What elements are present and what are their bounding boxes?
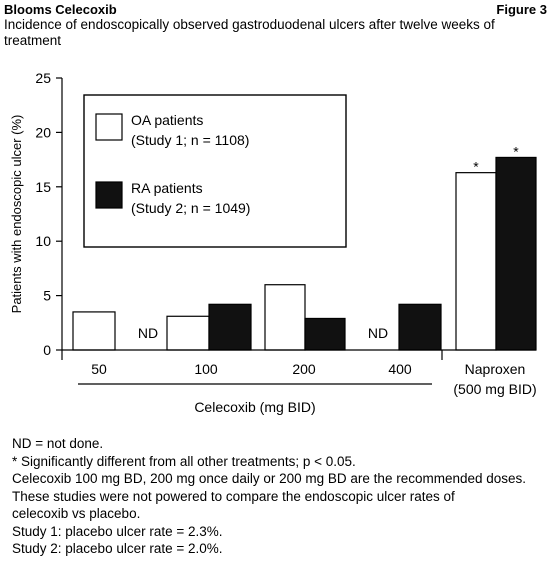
x-tick-label: (500 mg BID)	[453, 381, 536, 397]
nd-label: ND	[368, 325, 388, 341]
bar-oa-2	[264, 284, 306, 351]
y-tick-label: 25	[35, 70, 51, 86]
legend-label: OA patients	[131, 112, 203, 128]
bar-oa-4	[455, 172, 497, 351]
footnote-recommended-doses: Celecoxib 100 mg BD, 200 mg once daily o…	[12, 471, 527, 486]
x-axis-label: Celecoxib (mg BID)	[194, 399, 315, 415]
x-tick-label: 400	[388, 361, 412, 377]
y-tick-label: 10	[35, 233, 51, 249]
y-tick-label: 5	[43, 288, 51, 304]
nd-label: ND	[138, 325, 158, 341]
figure-number: Figure 3	[496, 2, 547, 17]
footnote-study2-placebo: Study 2: placebo ulcer rate = 2.0%.	[12, 541, 223, 556]
x-tick-label: Naproxen	[465, 361, 526, 377]
legend-swatch-oa	[95, 113, 123, 141]
legend-label: (Study 1; n = 1108)	[131, 132, 249, 148]
footnote-significance: * Significantly different from all other…	[12, 453, 356, 469]
chart-title: Incidence of endoscopically observed gas…	[4, 17, 495, 48]
bar-oa-1	[166, 315, 210, 351]
bar-chart: 0 5 10 15 20 25 Patients with endoscopic ulcer…	[9, 70, 537, 415]
y-tick-label: 15	[35, 179, 51, 195]
footnotes: ND = not done. * Significantly different…	[12, 435, 552, 558]
legend-label: (Study 2; n = 1049)	[131, 200, 250, 216]
footnote-power-2: celecoxib vs placebo.	[12, 506, 141, 521]
footnote-study1-placebo: Study 1: placebo ulcer rate = 2.3%.	[12, 523, 223, 539]
y-tick-label: 0	[43, 342, 51, 358]
x-tick-label: 50	[91, 361, 107, 377]
bar-ra-1	[208, 303, 252, 351]
footnote-nd: ND = not done.	[12, 436, 104, 451]
significance-marker: *	[473, 159, 479, 175]
bar-ra-4	[495, 156, 537, 351]
bar-ra-3	[398, 303, 442, 351]
x-tick-label: 200	[292, 361, 316, 377]
footnote-power-1: These studies were not powered to compar…	[12, 488, 455, 504]
bar-oa-0	[72, 311, 116, 351]
y-axis-label: Patients with endoscopic ulcer (%)	[9, 115, 24, 314]
header-title: Blooms Celecoxib	[4, 2, 117, 17]
significance-marker: *	[513, 143, 519, 159]
bar-ra-2	[304, 317, 346, 351]
legend-box	[83, 94, 347, 248]
legend-label: RA patients	[131, 180, 203, 196]
x-tick-label: 100	[194, 361, 218, 377]
legend-swatch-ra	[95, 181, 123, 209]
y-tick-label: 20	[35, 124, 51, 140]
